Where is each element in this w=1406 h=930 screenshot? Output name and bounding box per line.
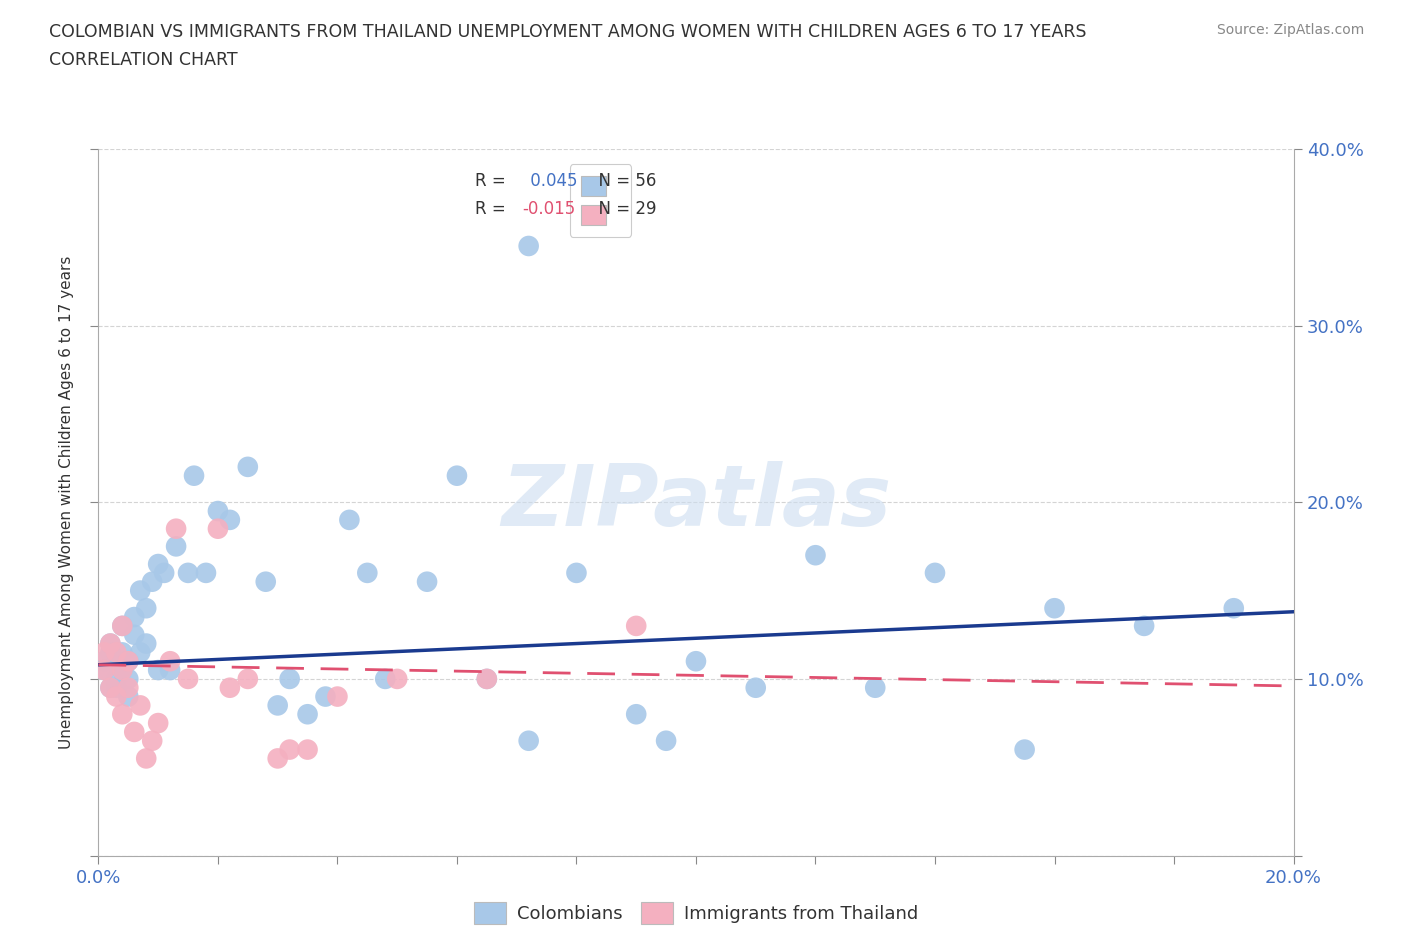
Point xyxy=(100,636,122,651)
Point xyxy=(685,654,707,669)
Point xyxy=(100,681,122,696)
Point xyxy=(100,645,122,660)
Text: ZIPatlas: ZIPatlas xyxy=(501,460,891,544)
Point xyxy=(159,662,181,677)
Point xyxy=(93,662,115,677)
Point xyxy=(385,671,409,686)
Point xyxy=(207,504,229,519)
Point xyxy=(267,698,290,712)
Point xyxy=(111,618,134,633)
Point xyxy=(804,548,827,563)
Text: -0.015: -0.015 xyxy=(523,200,576,218)
Legend: Colombians, Immigrants from Thailand: Colombians, Immigrants from Thailand xyxy=(467,895,925,930)
Point xyxy=(105,645,128,660)
Point xyxy=(105,681,128,696)
Point xyxy=(374,671,396,686)
Text: COLOMBIAN VS IMMIGRANTS FROM THAILAND UNEMPLOYMENT AMONG WOMEN WITH CHILDREN AGE: COLOMBIAN VS IMMIGRANTS FROM THAILAND UN… xyxy=(49,23,1087,41)
Text: Source: ZipAtlas.com: Source: ZipAtlas.com xyxy=(1216,23,1364,37)
Text: N = 29: N = 29 xyxy=(589,200,657,218)
Point xyxy=(111,707,134,722)
Point xyxy=(117,654,139,669)
Point xyxy=(219,512,242,527)
Point xyxy=(105,671,128,686)
Point xyxy=(159,654,181,669)
Text: N = 56: N = 56 xyxy=(589,172,657,190)
Point xyxy=(1223,601,1246,616)
Point xyxy=(117,689,139,704)
Point xyxy=(141,575,163,590)
Text: 0.045: 0.045 xyxy=(524,172,578,190)
Point xyxy=(1014,742,1036,757)
Point xyxy=(135,751,157,766)
Point xyxy=(165,522,187,537)
Point xyxy=(207,522,229,537)
Point xyxy=(326,689,349,704)
Point xyxy=(297,707,319,722)
Point xyxy=(93,645,115,660)
Point xyxy=(100,636,122,651)
Text: R =: R = xyxy=(475,200,510,218)
Point xyxy=(93,654,115,669)
Point xyxy=(278,671,301,686)
Point xyxy=(117,681,139,696)
Point xyxy=(446,469,468,484)
Point xyxy=(129,583,152,598)
Point xyxy=(267,751,290,766)
Point xyxy=(124,724,146,739)
Point xyxy=(1043,601,1066,616)
Point xyxy=(517,239,540,254)
Point xyxy=(565,565,588,580)
Point xyxy=(315,689,337,704)
Point xyxy=(135,636,157,651)
Point xyxy=(626,707,648,722)
Point xyxy=(148,716,170,731)
Point xyxy=(517,733,540,748)
Point xyxy=(148,556,170,571)
Point xyxy=(745,681,768,696)
Point xyxy=(124,628,146,643)
Point xyxy=(177,565,200,580)
Point xyxy=(297,742,319,757)
Point xyxy=(924,565,946,580)
Point xyxy=(195,565,218,580)
Point xyxy=(236,459,259,474)
Point xyxy=(105,689,128,704)
Text: CORRELATION CHART: CORRELATION CHART xyxy=(49,51,238,69)
Point xyxy=(356,565,378,580)
Point xyxy=(111,645,134,660)
Point xyxy=(475,671,498,686)
Point xyxy=(626,618,648,633)
Point xyxy=(111,662,134,677)
Point xyxy=(129,698,152,712)
Point xyxy=(475,671,498,686)
Point xyxy=(183,469,205,484)
Point xyxy=(219,681,242,696)
Point xyxy=(93,662,115,677)
Point xyxy=(129,645,152,660)
Point xyxy=(865,681,887,696)
Point xyxy=(111,618,134,633)
Point xyxy=(254,575,277,590)
Y-axis label: Unemployment Among Women with Children Ages 6 to 17 years: Unemployment Among Women with Children A… xyxy=(59,256,75,749)
Point xyxy=(236,671,259,686)
Point xyxy=(117,671,139,686)
Point xyxy=(148,662,170,677)
Point xyxy=(124,610,146,625)
Point xyxy=(117,654,139,669)
Point xyxy=(165,539,187,554)
Point xyxy=(153,565,176,580)
Text: R =: R = xyxy=(475,172,510,190)
Point xyxy=(100,681,122,696)
Point xyxy=(1133,618,1156,633)
Point xyxy=(105,654,128,669)
Point xyxy=(111,662,134,677)
Point xyxy=(339,512,360,527)
Point xyxy=(141,733,163,748)
Point xyxy=(655,733,678,748)
Point xyxy=(177,671,200,686)
Point xyxy=(278,742,301,757)
Point xyxy=(416,575,439,590)
Point xyxy=(135,601,157,616)
